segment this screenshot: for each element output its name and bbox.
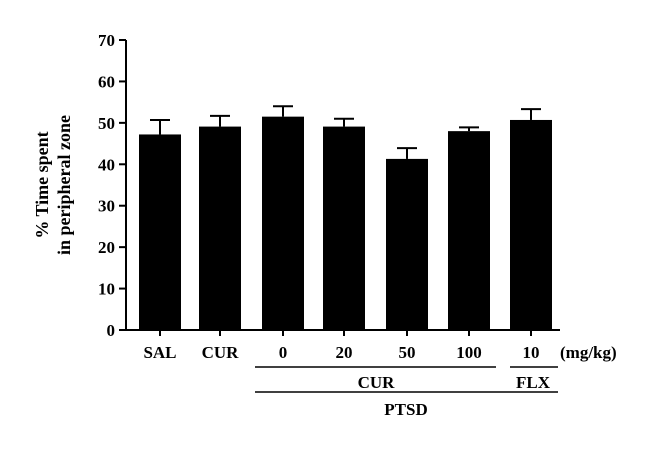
bar [139,134,181,330]
x-tick-label: SAL [143,343,176,362]
bar [199,126,241,330]
y-axis-title-line-2: in peripheral zone [54,115,74,255]
y-axis-title-line-1: % Time spent [32,131,52,238]
bar [448,131,490,330]
y-tick-label: 30 [98,197,115,216]
bar [323,126,365,330]
y-tick-label: 50 [98,114,115,133]
y-tick-label: 20 [98,238,115,257]
y-tick-label: 60 [98,72,115,91]
bar [262,116,304,331]
y-tick-label: 10 [98,280,115,299]
y-tick-label: 70 [98,31,115,50]
x-tick-label: 20 [336,343,353,362]
y-axis-title: % Time spent in peripheral zone [32,115,74,255]
bars [139,105,552,331]
x-tick-label: 0 [279,343,288,362]
x-unit-label: (mg/kg) [560,343,617,362]
group-brackets: CUR FLX PTSD (mg/kg) [255,343,617,419]
cur-group-label: CUR [358,373,396,392]
x-tick-label: 50 [399,343,416,362]
ptsd-group-label: PTSD [384,400,427,419]
y-tick-label: 40 [98,155,115,174]
x-tick-label: CUR [202,343,240,362]
y-tick-label: 0 [107,321,116,340]
x-tick-label: 100 [456,343,482,362]
flx-group-label: FLX [516,373,551,392]
x-tick-labels: SAL CUR 0 20 50 100 10 [143,343,539,362]
x-axis [126,329,560,336]
bar [510,119,552,330]
bar [386,158,428,330]
y-axis: 0 10 20 30 40 50 60 70 [98,31,127,340]
x-tick-label: 10 [523,343,540,362]
